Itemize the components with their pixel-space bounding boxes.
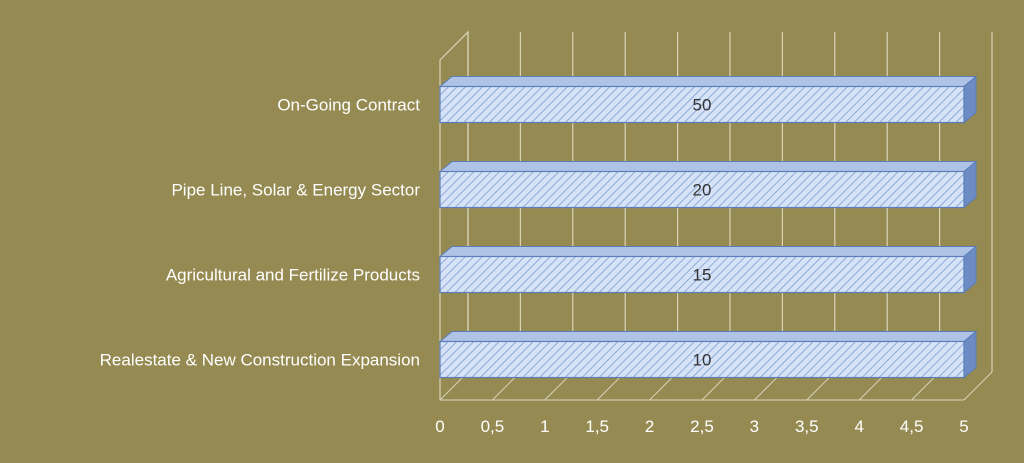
bar-front-face xyxy=(439,85,965,124)
bar: 15 xyxy=(438,245,978,294)
category-label: Realestate & New Construction Expansion xyxy=(100,351,420,370)
x-tick-label: 2 xyxy=(645,417,654,436)
x-tick-label: 5 xyxy=(959,417,968,436)
x-tick-label: 3,5 xyxy=(795,417,819,436)
bar-data-label: 15 xyxy=(693,266,712,285)
bar-front-face xyxy=(439,340,965,379)
bar-top-face xyxy=(438,246,978,257)
bar-front-face xyxy=(439,255,965,294)
bar-top-face xyxy=(438,331,978,342)
bar: 20 xyxy=(438,160,978,209)
bar-data-label: 20 xyxy=(693,181,712,200)
bar-front-face xyxy=(439,170,965,209)
x-tick-label: 4,5 xyxy=(900,417,924,436)
x-tick-label: 0 xyxy=(435,417,444,436)
bar: 50 xyxy=(438,75,978,124)
bar-top-face xyxy=(438,76,978,87)
floor-gridline xyxy=(963,371,993,401)
bar-data-label: 50 xyxy=(693,96,712,115)
category-labels: On-Going Contract Pipe Line, Solar & Ener… xyxy=(100,96,421,370)
bar-data-label: 10 xyxy=(693,351,712,370)
x-tick-label: 1,5 xyxy=(585,417,609,436)
category-label: Agricultural and Fertilize Products xyxy=(166,266,420,285)
category-label: On-Going Contract xyxy=(277,96,420,115)
bar: 10 xyxy=(438,330,978,379)
x-tick-label: 1 xyxy=(540,417,549,436)
x-tick-label: 0,5 xyxy=(481,417,505,436)
bar-top-face xyxy=(438,161,978,172)
category-label: Pipe Line, Solar & Energy Sector xyxy=(171,181,420,200)
x-tick-label: 2,5 xyxy=(690,417,714,436)
bars: 50 20 15 10 xyxy=(438,75,978,379)
x-tick-label: 4 xyxy=(854,417,863,436)
x-tick-label: 3 xyxy=(750,417,759,436)
x-axis-tick-labels: 0 0,5 1 1,5 2 2,5 3 3,5 4 4,5 5 xyxy=(435,417,968,436)
